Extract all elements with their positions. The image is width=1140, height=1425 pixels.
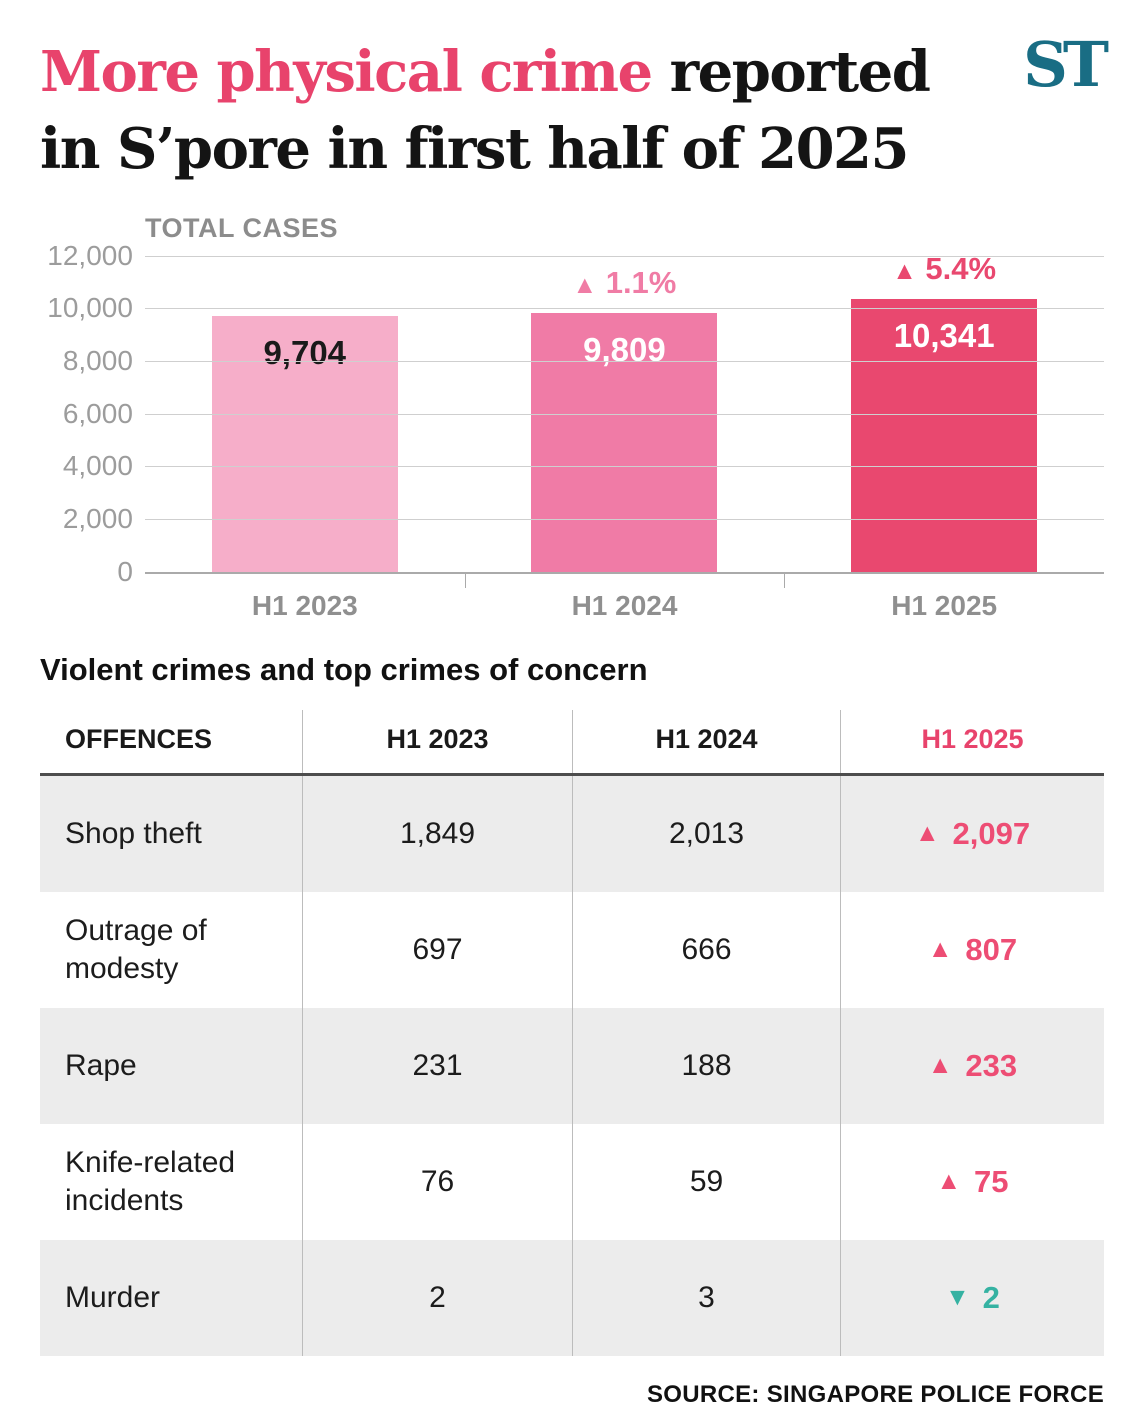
bar-value-label: 10,341 — [893, 317, 995, 355]
h1-2025-value: 807 — [965, 931, 1018, 967]
bar-slot: 9,704 — [145, 256, 465, 572]
up-triangle-icon: ▲ — [927, 935, 953, 963]
page-title: More physical crime reported in S’pore in… — [40, 34, 1030, 189]
bar-slot: 9,809 ▲ 1.1% — [465, 256, 785, 572]
gridline — [144, 571, 1104, 574]
h1-2023-cell: 697 — [302, 891, 572, 1008]
h1-2025-value: 2 — [982, 1279, 1000, 1315]
h1-2023-cell: 1,849 — [302, 775, 572, 892]
up-triangle-icon: ▲ — [892, 258, 917, 286]
offence-cell: Murder — [65, 1280, 161, 1314]
infographic: More physical crime reported in S’pore in… — [40, 28, 1109, 1356]
x-axis-tick — [784, 571, 786, 588]
down-triangle-icon: ▼ — [945, 1283, 970, 1311]
y-tick-label: 12,000 — [47, 239, 133, 271]
y-tick-label: 4,000 — [62, 450, 133, 482]
h1-2025-cell: ▲ 75 — [840, 1123, 1104, 1240]
offence-cell: Knife-related incidents — [65, 1146, 236, 1217]
table-row: Knife-related incidents 76 59 ▲ 75 — [40, 1123, 1104, 1240]
y-tick-label: 6,000 — [62, 397, 133, 429]
crimes-table: OFFENCES H1 2023 H1 2024 H1 2025 Shop th… — [40, 709, 1104, 1356]
bar-h1-2024: 9,809 ▲ 1.1% — [531, 265, 718, 572]
h1-2025-cell: ▲ 233 — [840, 1007, 1104, 1124]
bar-value-label: 9,704 — [263, 334, 347, 371]
bar-value-label: 9,809 — [583, 331, 666, 369]
h1-2023-cell: 231 — [302, 1007, 572, 1124]
x-axis-labels: H1 2023 H1 2024 H1 2025 — [145, 590, 1104, 622]
table-row: Outrage of modesty 697 666 ▲ 807 — [40, 891, 1104, 1008]
h1-2024-cell: 59 — [572, 1123, 840, 1240]
bar-h1-2023: 9,704 — [211, 316, 398, 572]
h1-2025-cell: ▼ 2 — [840, 1239, 1104, 1356]
bar-chart-section: TOTAL CASES 12,000 10,000 8,000 6,000 4,000 2… — [40, 213, 1104, 622]
x-axis-label: H1 2023 — [251, 589, 358, 621]
plot-area: 9,704 9,809 ▲ 1.1% 10,341 ▲ 5.4% — [144, 251, 1104, 588]
gridline — [144, 413, 1104, 415]
gridline — [144, 466, 1104, 468]
table-section-title: Violent crimes and top crimes of concern — [40, 651, 648, 687]
bars: 9,704 9,809 ▲ 1.1% 10,341 ▲ 5.4% — [145, 251, 1104, 572]
gridline — [144, 518, 1104, 520]
x-axis-label: H1 2024 — [571, 589, 678, 621]
table-row: Rape 231 188 ▲ 233 — [40, 1007, 1104, 1124]
y-tick-label: 0 — [117, 555, 133, 587]
table-row: Shop theft 1,849 2,013 ▲ 2,097 — [40, 775, 1104, 892]
h1-2023-cell: 2 — [302, 1239, 572, 1356]
table-row: Murder 2 3 ▼ 2 — [40, 1239, 1104, 1356]
header-h1-2024: H1 2024 — [572, 709, 840, 773]
h1-2024-cell: 188 — [572, 1007, 840, 1124]
x-axis-tick — [464, 571, 466, 588]
h1-2025-value: 2,097 — [952, 815, 1031, 851]
chart-title: TOTAL CASES — [145, 212, 339, 243]
header-h1-2023: H1 2023 — [302, 709, 572, 773]
header-h1-2025: H1 2025 — [840, 709, 1104, 773]
h1-2025-cell: ▲ 807 — [840, 891, 1104, 1008]
bar-slot: 10,341 ▲ 5.4% — [784, 251, 1104, 572]
h1-2024-cell: 666 — [572, 891, 840, 1008]
chart-body: 12,000 10,000 8,000 6,000 4,000 2,000 0 9,704 9… — [40, 240, 1104, 588]
offence-cell: Shop theft — [65, 816, 202, 850]
offence-cell: Outrage of modesty — [65, 914, 207, 985]
title-highlight: More physical crime — [40, 39, 653, 105]
bar-h1-2025: 10,341 ▲ 5.4% — [851, 251, 1038, 572]
h1-2025-value: 233 — [965, 1047, 1018, 1083]
y-axis: 12,000 10,000 8,000 6,000 4,000 2,000 0 — [40, 240, 145, 587]
header-offences: OFFENCES — [65, 723, 213, 754]
gridline — [144, 255, 1104, 257]
offence-cell: Rape — [65, 1048, 137, 1082]
up-triangle-icon: ▲ — [572, 272, 598, 300]
up-triangle-icon: ▲ — [936, 1167, 962, 1195]
y-tick-label: 10,000 — [47, 292, 133, 324]
h1-2024-cell: 3 — [572, 1239, 840, 1356]
gridline — [144, 308, 1104, 310]
h1-2025-value: 75 — [974, 1163, 1009, 1199]
bar-change-label: ▲ 1.1% — [572, 265, 677, 301]
title-line2: in S’pore in first half of 2025 — [40, 116, 909, 183]
header: More physical crime reported in S’pore in… — [40, 28, 1109, 189]
up-triangle-icon: ▲ — [927, 1051, 953, 1079]
y-tick-label: 2,000 — [62, 502, 133, 534]
source-credit: SOURCE: SINGAPORE POLICE FORCE — [646, 1381, 1104, 1408]
x-axis-label: H1 2025 — [891, 589, 998, 621]
h1-2024-cell: 2,013 — [572, 775, 840, 892]
bar-change-label: ▲ 5.4% — [892, 251, 997, 287]
h1-2023-cell: 76 — [302, 1123, 572, 1240]
table-header-row: OFFENCES H1 2023 H1 2024 H1 2025 — [40, 709, 1104, 776]
y-tick-label: 8,000 — [62, 344, 133, 376]
up-triangle-icon: ▲ — [914, 819, 940, 847]
gridline — [144, 360, 1104, 362]
h1-2025-cell: ▲ 2,097 — [840, 775, 1104, 892]
title-rest: reported — [651, 39, 931, 105]
st-logo: ST — [1023, 28, 1109, 101]
